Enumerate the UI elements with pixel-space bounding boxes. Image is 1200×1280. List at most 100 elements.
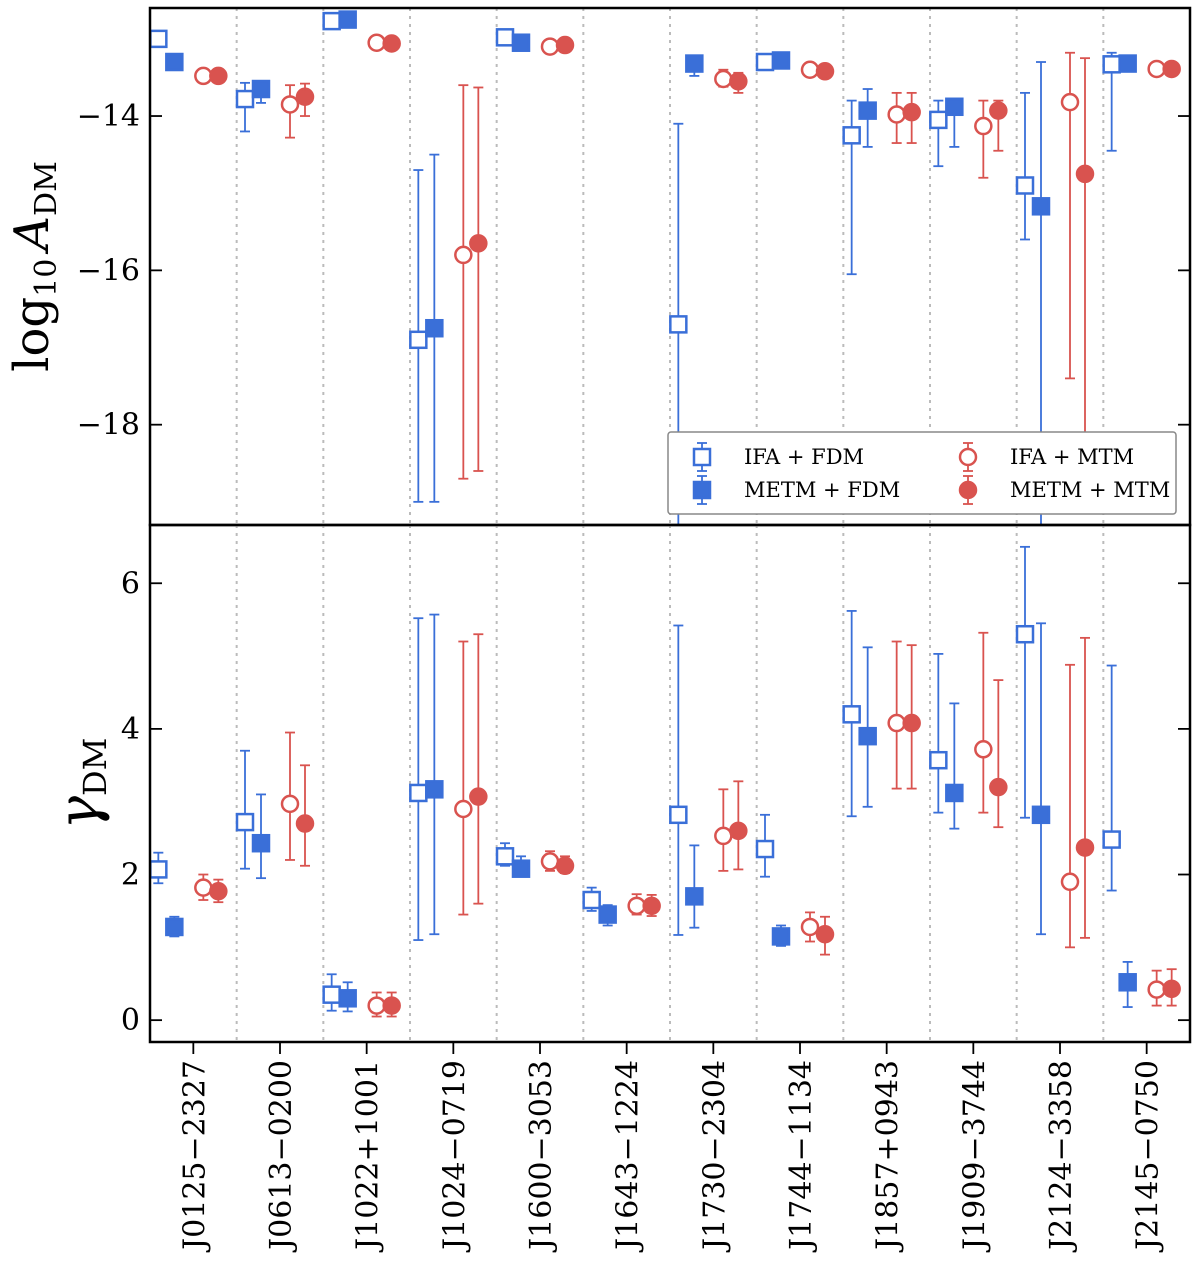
x-tick-label: J1600−3053 xyxy=(524,1060,559,1253)
y-tick-label: −18 xyxy=(77,408,140,443)
metm_fdm-1-marker xyxy=(251,833,271,853)
ifa_fdm-10-marker xyxy=(1015,176,1035,195)
ifa_fdm-9-marker xyxy=(929,750,948,770)
ifa_fdm-1-marker xyxy=(235,812,255,832)
y-tick-label: 2 xyxy=(121,858,140,893)
ifa_mtm-1-marker xyxy=(280,95,300,114)
legend-entry-ifa_fdm: IFA + FDM xyxy=(692,442,864,472)
legend-label: IFA + MTM xyxy=(1010,445,1134,469)
y-label-var: A xyxy=(4,216,60,255)
ifa_mtm-11-marker xyxy=(1147,980,1166,999)
metm_mtm-10-marker xyxy=(1075,838,1095,857)
metm_mtm-8-marker xyxy=(902,102,921,122)
legend-marker xyxy=(692,447,712,467)
panel-gamma-dm: 0 2 4 6 γDM xyxy=(47,523,1192,1044)
legend-entry-metm_fdm: METM + FDM xyxy=(692,475,900,505)
metm_mtm-8-marker xyxy=(902,713,921,733)
metm_fdm-9-marker xyxy=(945,783,964,803)
y-label-gamma: γ xyxy=(47,795,112,829)
ifa_fdm-4-marker xyxy=(495,847,515,866)
ifa_fdm-7-marker xyxy=(755,839,775,859)
y-tick-label: 0 xyxy=(121,1003,140,1038)
legend-label: IFA + FDM xyxy=(744,445,864,469)
metm_fdm-8-marker xyxy=(858,726,877,746)
metm_mtm-7-marker xyxy=(815,62,835,81)
legend-label: METM + FDM xyxy=(744,478,900,502)
metm_fdm-5-marker xyxy=(598,905,617,924)
ifa_fdm-6-marker xyxy=(669,805,688,825)
metm_mtm-4-marker xyxy=(555,856,575,876)
metm_mtm-3-marker xyxy=(469,234,488,253)
y-label-log-base: 10 xyxy=(29,259,64,297)
ifa_fdm-0-marker xyxy=(150,29,168,49)
metm_fdm-11-marker xyxy=(1118,973,1137,992)
ifa_fdm-4-marker xyxy=(495,28,515,47)
y-tick-label: 4 xyxy=(121,712,140,747)
panel-log10-adm: −14 −16 −18 log10 ADM xyxy=(4,6,1192,527)
ifa_mtm-9-marker xyxy=(974,740,993,759)
ifa_mtm-8-marker xyxy=(887,713,906,733)
ifa_fdm-1-marker xyxy=(235,89,255,109)
metm_fdm-3-marker xyxy=(425,780,444,799)
metm_mtm-7-marker xyxy=(815,924,835,944)
x-tick-label: J1643−1224 xyxy=(611,1060,646,1253)
metm_mtm-2-marker xyxy=(382,996,401,1015)
ifa_mtm-3-marker xyxy=(454,245,473,265)
ifa_fdm-0-marker xyxy=(150,860,168,879)
metm_mtm-9-marker xyxy=(989,777,1008,797)
ifa_mtm-4-marker xyxy=(540,852,560,871)
x-tick-label: J2145−0750 xyxy=(1131,1060,1166,1253)
ifa_fdm-7-marker xyxy=(755,52,775,72)
ifa_mtm-2-marker xyxy=(367,996,386,1015)
x-tick-label: J0613−0200 xyxy=(264,1060,299,1253)
metm_mtm-1-marker xyxy=(295,87,315,106)
metm_fdm-6-marker xyxy=(685,887,704,906)
metm_fdm-1-marker xyxy=(251,79,271,99)
ifa_mtm-8-marker xyxy=(887,105,906,124)
legend-marker xyxy=(958,447,978,467)
x-tick-label: J1730−2304 xyxy=(697,1060,732,1253)
ifa_mtm-6-marker xyxy=(714,69,733,89)
ifa_mtm-9-marker xyxy=(974,116,993,136)
y-tick-label: 6 xyxy=(121,566,140,601)
metm_fdm-8-marker xyxy=(858,101,877,120)
ifa_mtm-6-marker xyxy=(714,826,733,846)
ifa_mtm-4-marker xyxy=(540,37,560,56)
ifa_mtm-3-marker xyxy=(454,799,473,819)
metm_mtm-11-marker xyxy=(1162,979,1181,999)
metm_mtm-9-marker xyxy=(989,101,1008,120)
metm_fdm-10-marker xyxy=(1031,805,1051,825)
x-tick-label: J0125−2327 xyxy=(177,1060,212,1253)
metm_mtm-6-marker xyxy=(729,72,748,91)
data-points xyxy=(150,545,1181,1018)
ifa_fdm-10-marker xyxy=(1015,624,1035,644)
x-tick-label: J1744−1134 xyxy=(784,1060,819,1253)
metm_mtm-3-marker xyxy=(469,787,488,806)
ifa_mtm-0-marker xyxy=(194,878,213,897)
metm_fdm-2-marker xyxy=(338,989,357,1008)
ifa_fdm-3-marker xyxy=(409,783,428,803)
x-tick-label: J2124−3358 xyxy=(1044,1060,1079,1253)
metm_mtm-2-marker xyxy=(382,34,401,53)
metm_mtm-10-marker xyxy=(1075,164,1095,184)
metm_fdm-0-marker xyxy=(165,52,184,72)
metm_fdm-2-marker xyxy=(338,10,357,29)
y-axis-label: log10 ADM xyxy=(4,161,64,372)
ifa_fdm-8-marker xyxy=(842,705,861,724)
y-label-log: log xyxy=(4,297,60,372)
metm_fdm-7-marker xyxy=(771,927,791,946)
x-axis-categories: J0125−2327 J0613−0200 J1022+1001 J1024−0719… xyxy=(177,1042,1166,1253)
metm_fdm-6-marker xyxy=(685,54,704,73)
ifa_mtm-10-marker xyxy=(1060,92,1080,112)
x-tick-label: J1909−3744 xyxy=(957,1060,992,1253)
ifa_mtm-11-marker xyxy=(1147,59,1166,79)
legend-marker xyxy=(692,480,712,500)
metm_mtm-1-marker xyxy=(295,814,315,833)
y-tick-label: −16 xyxy=(77,253,140,288)
x-tick-label: J1857+0943 xyxy=(871,1060,906,1253)
ifa_mtm-0-marker xyxy=(194,66,213,86)
ifa_fdm-8-marker xyxy=(842,126,861,145)
legend-label: METM + MTM xyxy=(1010,478,1170,502)
